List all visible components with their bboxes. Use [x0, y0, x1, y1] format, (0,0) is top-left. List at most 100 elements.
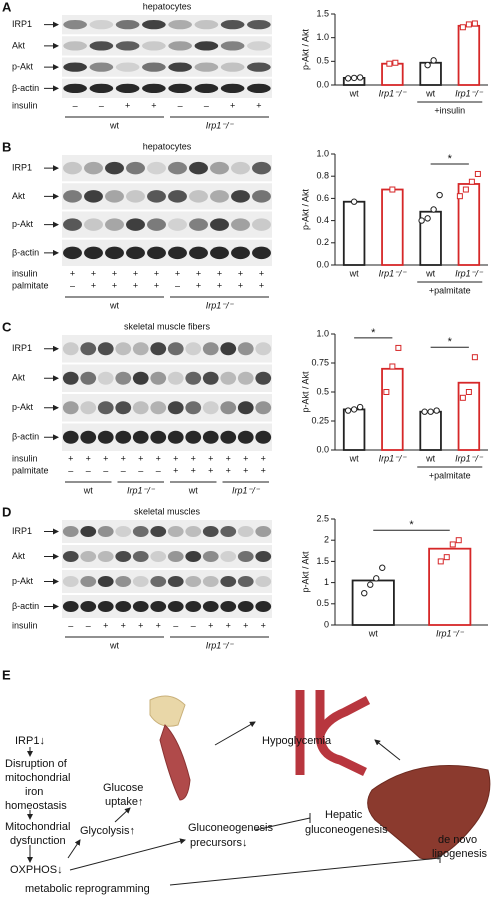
data-point — [433, 407, 440, 414]
treatment-mark: + — [133, 268, 138, 278]
x-tick-label: Irp1⁻/⁻ — [379, 453, 408, 463]
bar — [381, 188, 404, 266]
label: gluconeogenesis — [305, 824, 388, 836]
blot-band — [231, 161, 250, 175]
arrow — [69, 838, 186, 871]
blot-band — [247, 83, 271, 94]
blot-band — [252, 246, 271, 260]
treatment-mark: + — [238, 280, 243, 290]
bar — [342, 200, 366, 266]
blot-band — [185, 342, 202, 356]
blot-band — [132, 551, 149, 562]
blot-band — [167, 342, 184, 356]
blot-band — [168, 218, 187, 231]
data-point — [418, 217, 425, 224]
treatment-mark: – — [204, 100, 209, 110]
bar — [457, 24, 481, 86]
x-tick-label: wt — [425, 268, 435, 278]
blot-band — [63, 41, 87, 51]
blot-band — [168, 83, 192, 94]
data-point — [456, 193, 463, 200]
blot-band — [80, 576, 97, 587]
blot-band — [63, 246, 82, 260]
blot-band — [115, 551, 132, 562]
bar — [342, 408, 366, 451]
label: lipogenesis — [432, 848, 488, 860]
treatment-mark: + — [86, 453, 91, 463]
data-point — [361, 590, 368, 597]
treatment-mark: + — [226, 620, 231, 630]
label: IRP1↓ — [15, 735, 45, 747]
blot-band — [62, 526, 79, 537]
blot-band — [142, 41, 166, 51]
bar — [381, 367, 404, 451]
blot-band — [185, 526, 202, 537]
blot-band — [105, 246, 124, 260]
blot-band — [150, 401, 167, 415]
blot-band — [167, 401, 184, 415]
label: Gluconeogenesis — [188, 822, 274, 834]
blot-band — [132, 576, 149, 587]
y-tick-label: 0.25 — [311, 415, 329, 425]
treatment-mark: + — [138, 620, 143, 630]
treatment-mark: + — [91, 280, 96, 290]
blot-band — [237, 576, 254, 587]
blot-band — [202, 430, 219, 444]
treatment-mark: + — [261, 453, 266, 463]
data-point — [389, 363, 396, 370]
blot-band — [220, 551, 237, 562]
blot-band — [142, 19, 166, 30]
blot-band — [126, 190, 145, 203]
blot-band — [255, 526, 272, 537]
y-tick-label: 0.75 — [311, 357, 329, 367]
blot-strip — [62, 335, 272, 363]
blot-band — [202, 401, 219, 415]
blot-band — [115, 401, 132, 415]
bar — [428, 547, 472, 626]
blot-band — [115, 601, 132, 612]
blot-band — [84, 190, 103, 203]
x-tick-label: wt — [349, 268, 359, 278]
blot-band — [255, 342, 272, 356]
blot-strip — [62, 15, 272, 35]
data-point — [465, 21, 472, 28]
blot-band — [231, 190, 250, 203]
data-point — [430, 57, 437, 64]
blot-band — [220, 62, 245, 72]
blot-band — [63, 218, 82, 231]
blot-band — [147, 190, 166, 203]
label: dysfunction — [10, 835, 66, 847]
blot-band — [105, 218, 124, 231]
treatment-mark: + — [175, 268, 180, 278]
treatment-mark: – — [138, 465, 143, 475]
blot-band — [210, 161, 229, 175]
panel-letter: E — [2, 667, 11, 682]
blot-band — [168, 19, 192, 30]
treatment-mark: + — [112, 280, 117, 290]
data-point — [395, 344, 402, 351]
y-tick-label: 0.4 — [316, 215, 329, 225]
treatment-mark: + — [121, 620, 126, 630]
y-axis-label: p-Akt / Akt — [300, 28, 310, 70]
data-point — [459, 24, 466, 31]
data-point — [430, 206, 437, 213]
y-tick-label: 1.0 — [316, 32, 329, 42]
x-tick-label: Irp1⁻/⁻ — [455, 453, 484, 463]
blot-strip — [62, 570, 272, 593]
data-point — [367, 581, 374, 588]
treatment-label: insulin — [12, 453, 38, 463]
treatment-label: palmitate — [12, 465, 49, 475]
blot-band — [202, 551, 219, 562]
data-point — [436, 191, 443, 199]
blot-band — [210, 190, 229, 203]
genotype-label: wt — [109, 120, 119, 130]
blot-band — [220, 430, 237, 444]
blot-band — [115, 41, 140, 51]
treatment-mark: – — [86, 620, 91, 630]
treatment-mark: – — [86, 465, 91, 475]
blot-band — [255, 430, 272, 444]
blot-band — [115, 430, 132, 444]
y-tick-label: 0.0 — [316, 79, 329, 89]
significance-label: * — [448, 336, 453, 348]
blot-band — [255, 371, 272, 385]
